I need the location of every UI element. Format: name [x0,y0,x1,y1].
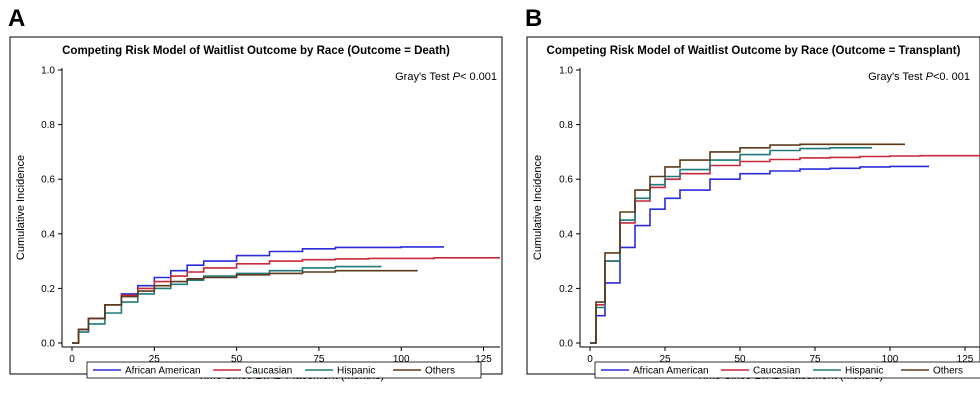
panel-b-legend [594,361,980,379]
panel-b-ytick-label: 0.6 [559,175,573,186]
panel-b-ytick-label: 1.0 [559,66,573,77]
panel-b-ytick-label: 0.2 [559,284,573,295]
panel-a-ytick-label: 1.0 [41,66,55,77]
panel-b-ylabel: Cumulative Incidence [532,155,544,260]
panel-b-series-african-american [590,165,929,344]
panel-b-legend-label: Hispanic [845,366,883,377]
panel-a-xtick-label: 100 [393,354,410,365]
panel-a-ytick-label: 0.4 [41,229,55,240]
panel-a-legend-label: Caucasian [245,366,292,377]
panel-a-series-others [72,269,418,344]
panel-b-legend-label: African American [633,366,709,377]
panel-b-xtick-label: 75 [809,354,821,365]
panel-a-chart: Competing Risk Model of Waitlist Outcome… [9,36,503,382]
panel-b-series-hispanic [590,147,872,344]
panel-b-legend-label: Others [933,366,963,377]
panel-b-legend-label: Caucasian [753,366,800,377]
panel-a-ytick-label: 0.8 [41,120,55,131]
panel-b-ytick-label: 0.8 [559,120,573,131]
panel-b-ytick-label: 0.4 [559,229,573,240]
panel-b-series-others [590,143,905,344]
panel-b-xtick-label: 25 [659,354,671,365]
panel-a-legend [86,361,482,379]
panel-b-xtick-label: 50 [734,354,746,365]
panel-b-grays-test: Gray's Test P<0. 001 [868,71,970,83]
panel-a-xtick-label: 0 [69,354,75,365]
panel-a-frame [9,36,503,375]
panel-a-legend-label: Others [425,366,455,377]
panel-a-grays-test: Gray's Test P< 0.001 [395,71,497,83]
panel-b-series-caucasian [590,154,980,344]
panel-a-legend-label: Hispanic [337,366,375,377]
panel-a-letter: A [8,5,26,32]
panel-a-xtick-label: 25 [149,354,161,365]
panel-a-ytick-label: 0.6 [41,175,55,186]
panel-b-ytick-label: 0.0 [559,339,573,350]
panel-b-frame [526,36,980,375]
panel-b-xtick-label: 100 [882,354,899,365]
panel-a-xtick-label: 125 [475,354,492,365]
panel-b-title: Competing Risk Model of Waitlist Outcome… [547,45,961,57]
panel-b-letter: B [525,5,543,32]
panel-b-xtick-label: 125 [957,354,974,365]
panel-b-chart: Competing Risk Model of Waitlist Outcome… [526,36,980,382]
panel-a-xtick-label: 50 [231,354,243,365]
panel-a-title: Competing Risk Model of Waitlist Outcome… [62,45,450,57]
panel-a-legend-label: African American [125,366,201,377]
panel-b-xtick-label: 0 [587,354,593,365]
panel-a-xtick-label: 75 [313,354,325,365]
panel-a-ytick-label: 0.2 [41,284,55,295]
panel-a-ylabel: Cumulative Incidence [15,155,27,260]
panel-a-ytick-label: 0.0 [41,339,55,350]
